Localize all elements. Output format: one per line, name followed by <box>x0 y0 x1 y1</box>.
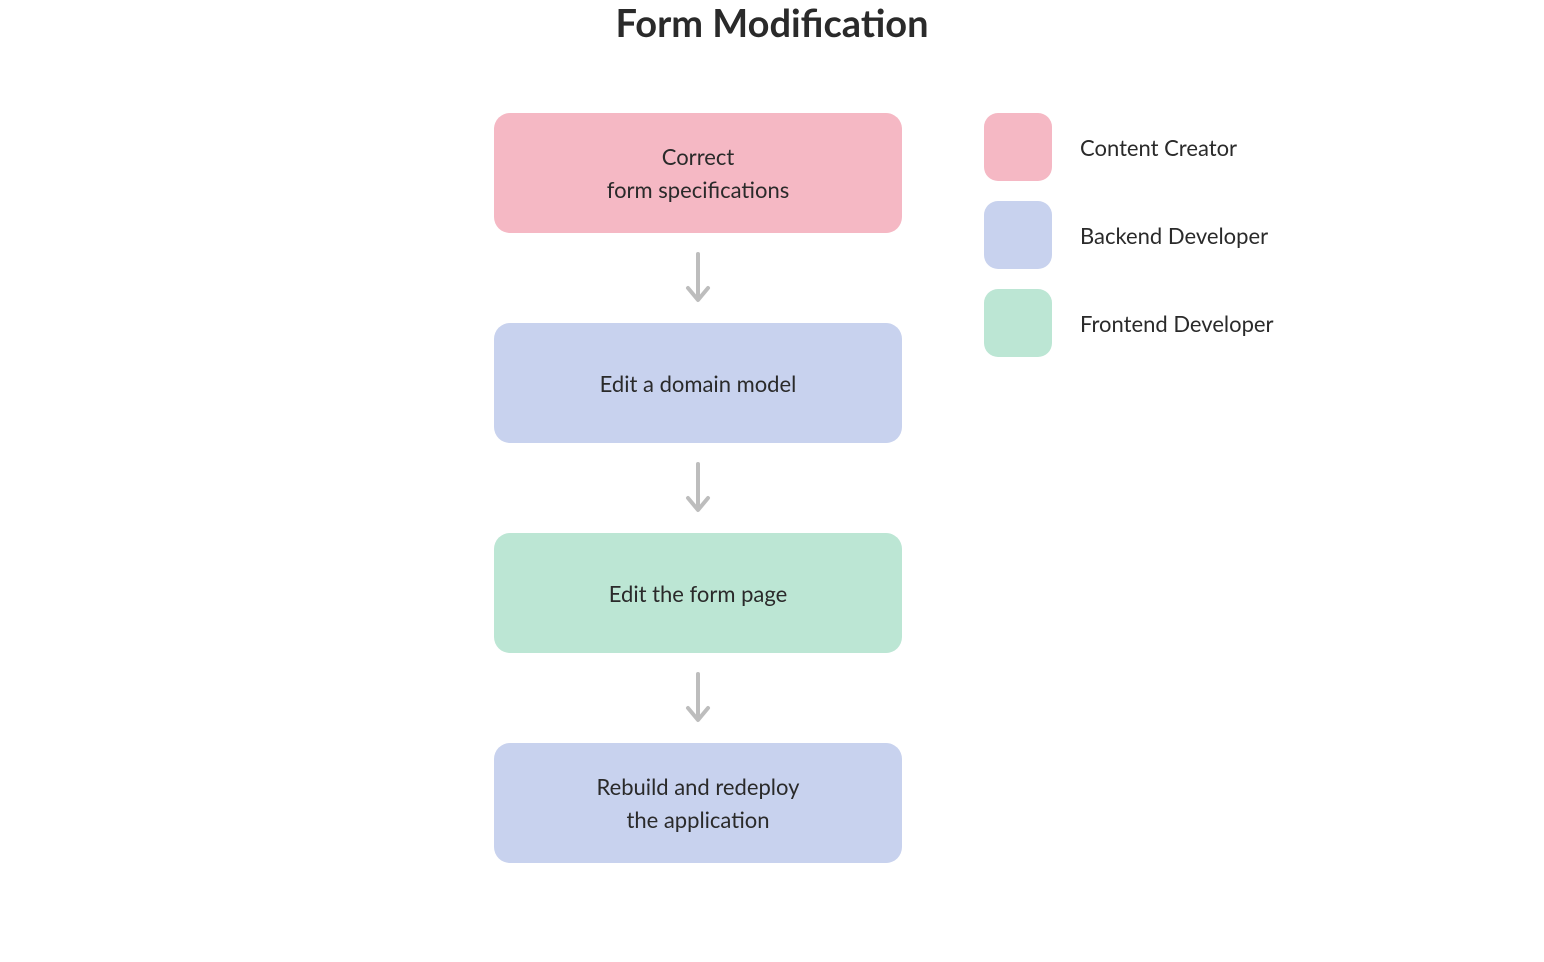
node-edit-domain-model: Edit a domain model <box>494 323 902 443</box>
legend-swatch <box>984 289 1052 357</box>
legend-label: Content Creator <box>1080 134 1237 161</box>
arrow-down-icon <box>494 653 902 743</box>
node-edit-form-page: Edit the form page <box>494 533 902 653</box>
legend-label: Backend Developer <box>1080 222 1268 249</box>
legend-item-frontend-developer: Frontend Developer <box>984 289 1274 357</box>
legend-label: Frontend Developer <box>1080 310 1274 337</box>
arrow-down-icon <box>494 443 902 533</box>
node-text-line: Edit the form page <box>609 577 787 610</box>
legend-swatch <box>984 113 1052 181</box>
node-text-line: Correct <box>662 140 735 173</box>
node-text-line: Rebuild and redeploy <box>597 770 800 803</box>
node-text-line: Edit a domain model <box>600 367 797 400</box>
legend-swatch <box>984 201 1052 269</box>
legend-item-content-creator: Content Creator <box>984 113 1274 181</box>
legend-container: Content Creator Backend Developer Fronte… <box>984 113 1274 357</box>
legend-item-backend-developer: Backend Developer <box>984 201 1274 269</box>
arrow-down-icon <box>494 233 902 323</box>
node-text-line: form specifications <box>607 173 790 206</box>
flowchart-container: Correct form specifications Edit a domai… <box>494 113 902 863</box>
diagram-title: Form Modification <box>0 0 1544 46</box>
node-text-line: the application <box>626 803 769 836</box>
node-correct-specs: Correct form specifications <box>494 113 902 233</box>
node-rebuild-redeploy: Rebuild and redeploy the application <box>494 743 902 863</box>
